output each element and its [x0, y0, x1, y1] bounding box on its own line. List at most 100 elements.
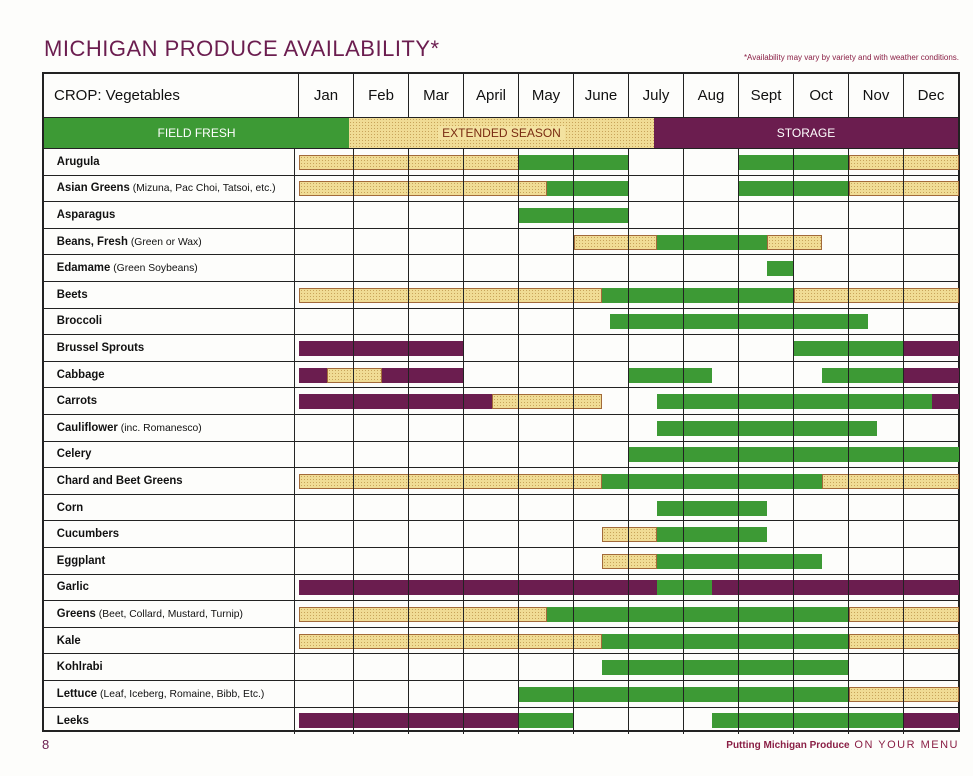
availability-bar-extended-season	[849, 686, 959, 702]
crop-name: Carrots	[56, 395, 98, 408]
crop-row: Asparagus	[44, 202, 958, 229]
crop-column-header: CROP: Vegetables	[44, 74, 299, 117]
legend-extended-season-label: EXTENDED SEASON	[438, 126, 565, 140]
crop-label: Leeks	[44, 707, 295, 735]
crop-name: Cucumbers	[56, 528, 120, 541]
crop-name: Asparagus	[56, 208, 116, 221]
crop-label: Kale	[44, 627, 295, 654]
availability-bar-extended-season	[326, 367, 382, 383]
crop-row: Arugula	[44, 149, 959, 176]
crop-row: Chard and Beet Greens	[44, 468, 959, 495]
availability-bar-extended-season	[299, 154, 519, 170]
availability-bar-field-fresh	[519, 686, 849, 702]
availability-bar-field-fresh	[656, 580, 712, 596]
month-header: July	[629, 74, 684, 117]
availability-bar-extended-season	[849, 633, 959, 649]
availability-bar-extended-season	[299, 181, 547, 197]
availability-bar-storage	[711, 580, 959, 596]
availability-bar-field-fresh	[629, 367, 712, 383]
crop-label: Edamame (Green Soybeans)	[44, 255, 295, 281]
crop-label: Asparagus	[44, 202, 295, 228]
grid-line	[738, 149, 739, 735]
crop-row: Beets	[44, 282, 959, 309]
crop-name: Kohlrabi	[56, 661, 103, 674]
crop-row: Corn	[44, 494, 958, 522]
footer-tagline-bold: Putting Michigan Produce	[726, 740, 850, 751]
month-header: June	[574, 74, 629, 117]
crop-name: Leeks	[56, 714, 89, 727]
availability-note: *Availability may vary by variety and wi…	[743, 53, 959, 62]
availability-bar-extended-season	[299, 473, 602, 489]
crop-row: Brussel Sprouts	[44, 335, 959, 362]
crop-detail: (Beet, Collard, Mustard, Turnip)	[98, 607, 243, 620]
month-header: Oct	[794, 74, 849, 117]
crop-name: Asian Greens	[56, 182, 130, 195]
legend: FIELD FRESH EXTENDED SEASON STORAGE	[44, 118, 958, 149]
crop-row: Carrots	[44, 388, 959, 415]
crop-label: Broccoli	[44, 308, 295, 335]
availability-bar-field-fresh	[601, 660, 849, 676]
crop-detail: (Leaf, Iceberg, Romaine, Bibb, Etc.)	[100, 687, 265, 700]
availability-bar-field-fresh	[711, 713, 904, 729]
availability-bar-storage	[904, 340, 959, 356]
crop-name: Greens	[56, 607, 96, 620]
month-header: May	[519, 74, 574, 117]
crop-label: Cucumbers	[44, 521, 295, 547]
availability-bar-field-fresh	[739, 154, 849, 170]
availability-bar-field-fresh	[656, 234, 767, 250]
crop-detail: (Green or Wax)	[130, 235, 202, 248]
crop-label: Arugula	[44, 149, 295, 175]
availability-bar-storage	[299, 367, 327, 383]
crop-row: Asian Greens (Mizuna, Pac Choi, Tatsoi, e…	[44, 175, 959, 203]
availability-bar-field-fresh	[629, 447, 959, 463]
footer-tagline: Putting Michigan Produce ON YOUR MENU	[726, 739, 959, 751]
availability-bar-extended-season	[849, 181, 959, 197]
page-title: MICHIGAN PRODUCE AVAILABILITY*	[44, 36, 440, 61]
crop-row: Broccoli	[44, 308, 958, 336]
availability-bar-field-fresh	[821, 367, 904, 383]
grid-line	[408, 149, 409, 735]
availability-bar-extended-season	[766, 234, 822, 250]
crop-label: Chard and Beet Greens	[44, 468, 295, 494]
crop-row: Celery	[44, 441, 959, 469]
availability-bar-extended-season	[299, 633, 602, 649]
crop-row: Garlic	[44, 574, 959, 602]
month-header: Sept	[739, 74, 794, 117]
crop-name: Arugula	[56, 155, 100, 168]
footer-tagline-caps: ON YOUR MENU	[854, 739, 959, 751]
crop-label: Garlic	[44, 574, 295, 601]
crop-name: Corn	[56, 501, 84, 514]
availability-bar-field-fresh	[656, 500, 767, 516]
crop-row: Cauliflower (inc. Romanesco)	[44, 415, 958, 442]
crop-detail: (inc. Romanesco)	[120, 421, 202, 434]
availability-bar-field-fresh	[546, 181, 629, 197]
legend-storage: STORAGE	[654, 118, 958, 148]
crop-label: Asian Greens (Mizuna, Pac Choi, Tatsoi, e…	[44, 175, 295, 202]
availability-bar-storage	[904, 367, 959, 383]
grid-line	[518, 149, 519, 735]
crop-name: Cabbage	[56, 368, 105, 381]
availability-bar-field-fresh	[656, 420, 877, 436]
grid-line	[353, 149, 354, 735]
page-number: 8	[42, 737, 50, 752]
crop-label: Corn	[44, 494, 295, 521]
availability-bar-field-fresh	[601, 287, 794, 303]
availability-bar-extended-season	[299, 287, 602, 303]
crop-row: Kale	[44, 627, 959, 655]
availability-bar-extended-season	[491, 394, 602, 410]
availability-bar-extended-season	[821, 473, 959, 489]
crop-row: Eggplant	[44, 548, 958, 575]
availability-bar-storage	[299, 340, 464, 356]
crop-detail: (Green Soybeans)	[113, 262, 198, 275]
crop-row: Greens (Beet, Collard, Mustard, Turnip)	[44, 601, 959, 628]
availability-bar-field-fresh	[546, 606, 849, 622]
crop-name: Beans, Fresh	[56, 235, 128, 248]
crop-row: Kohlrabi	[44, 654, 958, 681]
availability-bar-storage	[299, 394, 492, 410]
crop-label: Greens (Beet, Collard, Mustard, Turnip)	[44, 601, 295, 627]
availability-bar-extended-season	[601, 553, 657, 569]
grid-line	[463, 149, 464, 735]
grid-line	[848, 149, 849, 735]
crop-name: Brussel Sprouts	[56, 341, 145, 354]
crop-name: Lettuce	[56, 687, 98, 700]
